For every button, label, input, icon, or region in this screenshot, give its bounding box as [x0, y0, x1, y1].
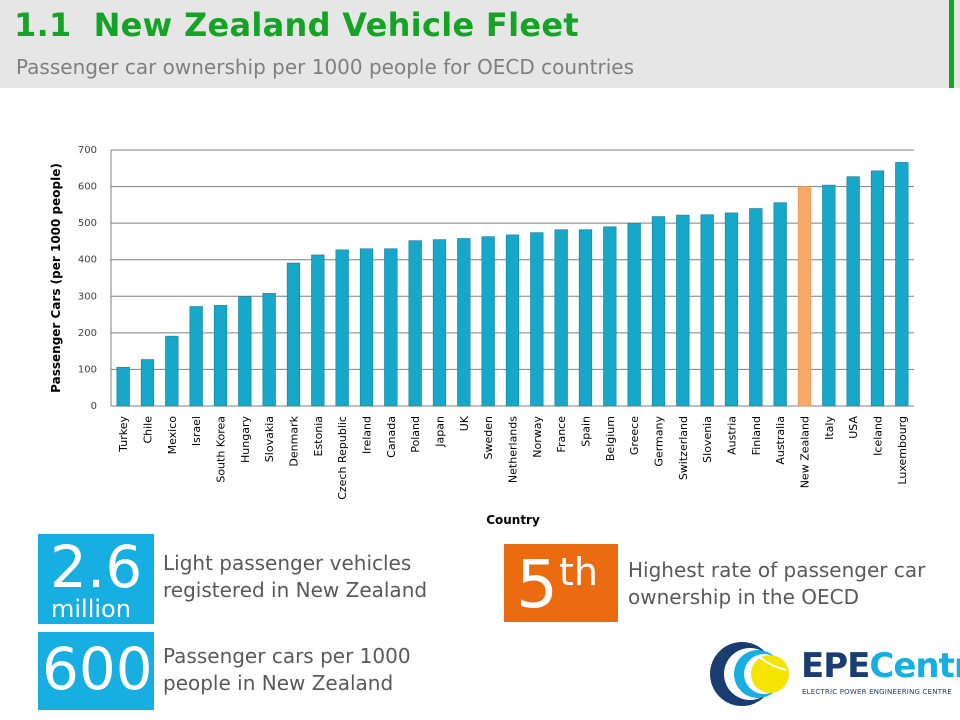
x-tick-label: Turkey: [117, 416, 130, 453]
x-tick-label: Finland: [750, 416, 763, 455]
x-tick-label: Iceland: [872, 416, 885, 456]
bar-mexico: [165, 335, 179, 407]
x-tick-label: Italy: [823, 416, 836, 440]
x-tick-label: Norway: [531, 416, 544, 458]
page-title: 1.1 New Zealand Vehicle Fleet: [14, 6, 579, 44]
x-tick-label: Greece: [628, 416, 641, 455]
bar-austria: [724, 212, 739, 407]
bar-hungary: [238, 296, 252, 407]
stat-value: 600: [42, 635, 153, 703]
stat-suffix: th: [559, 550, 598, 594]
bar-uk: [457, 238, 471, 407]
bar-australia: [773, 202, 787, 407]
stat-description: Highest rate of passenger car ownership …: [628, 558, 926, 609]
bar-south-korea: [213, 305, 228, 407]
section-number: 1.1: [14, 6, 72, 44]
x-tick-label: Australia: [774, 416, 787, 465]
x-tick-label: Canada: [385, 416, 398, 458]
stat-description: Passenger cars per 1000 people in New Ze…: [163, 644, 411, 695]
bar-poland: [408, 240, 422, 407]
x-tick-label: Spain: [580, 416, 593, 447]
stat-box-cars-per-1000: 600: [38, 632, 154, 710]
x-tick-label: Poland: [409, 416, 422, 453]
x-tick-label: Israel: [190, 416, 203, 446]
bar-belgium: [603, 226, 617, 407]
bar-slovakia: [262, 293, 276, 407]
x-axis-title: Country: [486, 513, 540, 527]
bar-israel: [189, 306, 203, 407]
x-tick-label: Denmark: [288, 415, 301, 466]
bar-sweden: [481, 236, 495, 407]
bar-france: [554, 229, 568, 407]
x-tick-label: Hungary: [239, 416, 252, 463]
logo-text-centre: Centre: [869, 646, 960, 686]
x-tick-label: South Korea: [215, 416, 228, 483]
y-axis-title: Passenger Cars (per 1000 people): [49, 163, 63, 393]
x-tick-label: Mexico: [166, 416, 179, 455]
bar-usa: [846, 176, 860, 407]
header-accent: [949, 0, 954, 88]
x-tick-label: Estonia: [312, 416, 325, 457]
logo-text-epe: EPE: [801, 646, 870, 686]
y-tick-label: 0: [91, 401, 97, 412]
logo-text: EPECentre: [801, 646, 960, 686]
bar-netherlands: [505, 234, 520, 407]
bar-spain: [578, 229, 593, 407]
y-tick-label: 100: [78, 364, 97, 375]
page-subtitle: Passenger car ownership per 1000 people …: [16, 55, 635, 79]
bar-switzerland: [676, 214, 690, 407]
bar-slovenia: [700, 214, 714, 407]
x-tick-label: Czech Republic: [336, 416, 349, 500]
stat-value: 2.6: [50, 533, 143, 601]
y-tick-label: 200: [78, 328, 97, 339]
bar-greece: [627, 222, 641, 407]
x-tick-label: Ireland: [361, 416, 374, 454]
x-tick-label: Switzerland: [677, 416, 690, 480]
bar-estonia: [311, 254, 325, 407]
x-tick-label: Slovenia: [701, 416, 714, 463]
bar-chile: [140, 359, 155, 407]
bar-norway: [530, 232, 544, 407]
x-tick-label: Sweden: [482, 416, 495, 459]
bar-chart: 0 100 200 300 400 500 600 700 Turkey Chile Mexico I…: [49, 145, 914, 527]
x-tick-label: Slovakia: [263, 416, 276, 462]
y-tick-label: 600: [78, 182, 97, 193]
y-tick-label: 700: [78, 145, 97, 156]
title-text: New Zealand Vehicle Fleet: [93, 6, 579, 44]
x-tick-label: Chile: [142, 416, 155, 444]
x-tick-label: Japan: [434, 416, 447, 448]
bar-italy: [822, 184, 836, 407]
y-tick-label: 500: [78, 218, 97, 229]
bar-denmark: [286, 262, 301, 407]
bar-turkey: [116, 366, 130, 407]
x-tick-label: New Zealand: [799, 416, 812, 488]
bar-japan: [432, 239, 447, 407]
bar-iceland: [870, 170, 885, 407]
stat-unit: million: [51, 595, 131, 623]
stat-box-vehicles: 2.6 million: [38, 534, 154, 624]
stat-value: 5: [516, 546, 558, 623]
x-tick-label: USA: [847, 416, 860, 439]
x-tick-label: Luxembourg: [896, 416, 909, 485]
bar-ireland: [359, 248, 374, 407]
x-tick-label: UK: [458, 415, 471, 431]
bar-germany: [651, 216, 666, 407]
epecentre-logo-icon: [710, 642, 789, 706]
x-tick-label: France: [555, 416, 568, 453]
x-tick-label: Netherlands: [507, 416, 520, 483]
x-tick-label: Belgium: [604, 416, 617, 461]
bar-new-zealand: [797, 186, 812, 407]
bar-czech-republic: [335, 249, 349, 407]
header-bar: [0, 0, 960, 88]
x-tick-label: Austria: [726, 416, 739, 455]
bar-canada: [384, 248, 398, 407]
x-tick-label: Germany: [653, 416, 666, 467]
logo-subtitle: ELECTRIC POWER ENGINEERING CENTRE: [802, 688, 952, 696]
stat-description: Light passenger vehicles registered in N…: [163, 551, 428, 602]
y-tick-label: 300: [78, 291, 97, 302]
bar-finland: [749, 208, 763, 407]
y-tick-label: 400: [78, 255, 97, 266]
bar-luxembourg: [895, 162, 909, 407]
stat-box-rank: 5 th: [504, 544, 618, 623]
